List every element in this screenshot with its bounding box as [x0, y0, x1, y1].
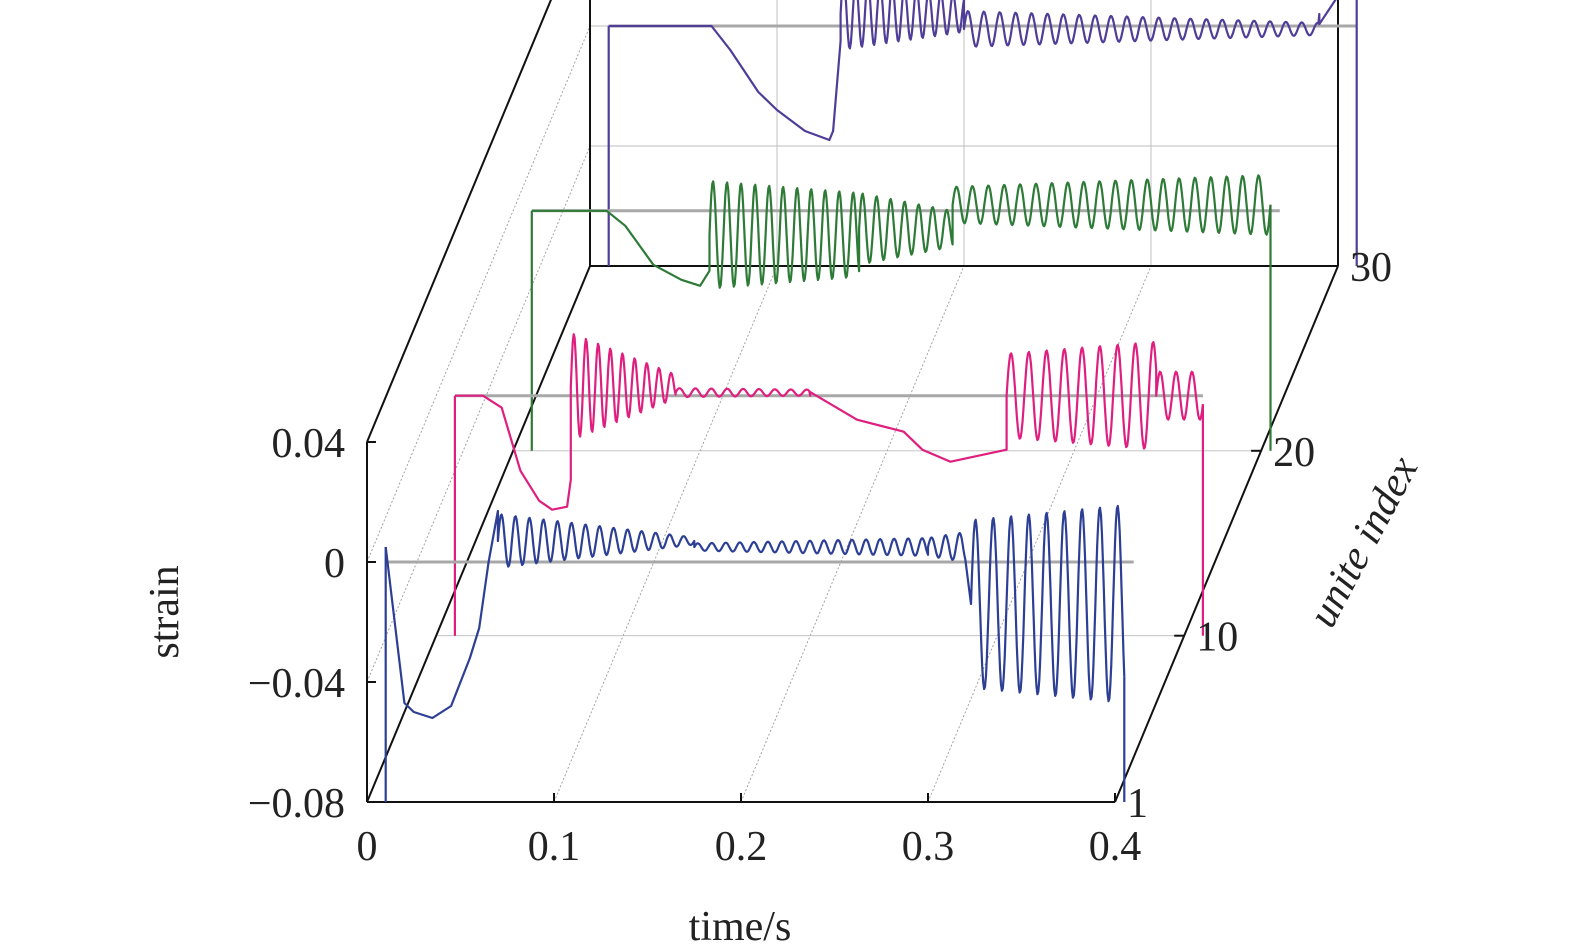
x-tick-label: 0	[357, 824, 378, 870]
y-tick-label: 0.04	[272, 421, 346, 467]
floor-gridline-x	[740, 265, 965, 803]
y-tick-label: 0	[324, 541, 345, 587]
z-tick-label: 20	[1273, 430, 1315, 476]
z-tick-label: 10	[1196, 615, 1238, 661]
floor-gridline-x	[927, 265, 1152, 803]
z-axis-title: unite index	[1300, 449, 1428, 635]
x-tick-label: 0.3	[902, 824, 955, 870]
series-line	[384, 504, 1126, 720]
y-tick-label: −0.08	[248, 781, 345, 827]
floor-gridline-x	[553, 265, 778, 803]
z-axis-line	[1114, 265, 1339, 803]
series-line	[531, 174, 1272, 289]
left-floor-edge	[366, 265, 591, 803]
series-unit-1	[384, 504, 1134, 802]
z-tick-label: 30	[1350, 245, 1392, 291]
grid-layer	[366, 0, 1338, 803]
series-layer	[384, 0, 1358, 802]
tick-labels: 0 0.1 0.2 0.3 0.4 −0.08 −0.04 0 0.04 1 10 20 30	[248, 245, 1392, 870]
x-tick-label: 0.2	[715, 824, 768, 870]
y-tick-label: −0.04	[248, 661, 345, 707]
x-axis-title: time/s	[689, 904, 792, 950]
axes-box	[366, 0, 1339, 803]
series-line	[608, 0, 1337, 142]
y-axis-title: strain	[142, 565, 188, 658]
series-unit-30	[607, 0, 1358, 266]
left-top-edge	[366, 0, 552, 443]
series-unit-20	[530, 174, 1280, 451]
side-wall-gridline-y	[366, 145, 591, 683]
z-tick-label: 1	[1127, 781, 1148, 827]
series-line	[454, 333, 1204, 511]
series-unit-10	[453, 333, 1205, 636]
x-tick-label: 0.1	[528, 824, 581, 870]
x-tick-label: 0.4	[1089, 824, 1142, 870]
side-wall-gridline-y	[366, 25, 591, 563]
